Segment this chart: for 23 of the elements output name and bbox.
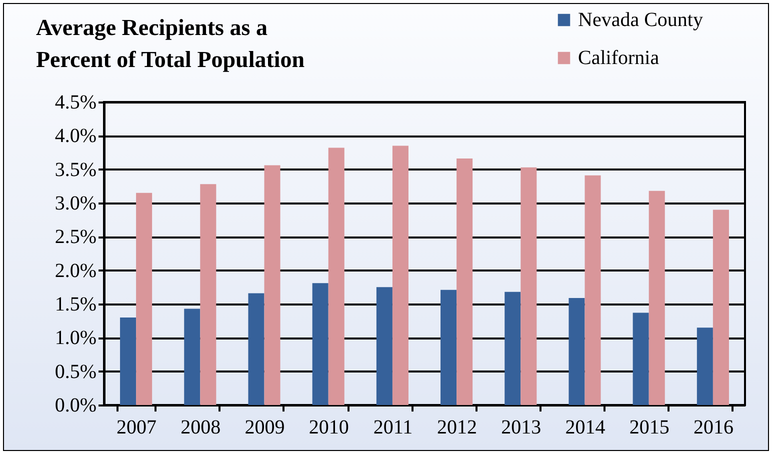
y-tick-label: 1.0% [54,327,96,350]
y-tick-label: 0.0% [54,394,96,416]
y-tick-label: 0.5% [54,360,96,383]
x-tick-label: 2010 [308,416,349,438]
y-tick-label: 4.0% [54,125,96,148]
y-tick-label: 3.0% [54,192,96,214]
x-tick-label: 2011 [373,416,413,438]
x-tick-label: 2007 [116,416,157,438]
y-tick-label: 1.5% [54,294,96,316]
x-tick-label: 2016 [693,416,734,438]
x-tick-label: 2014 [565,416,606,438]
y-tick-label: 4.5% [54,92,96,114]
chart-title: Average Recipients as a Percent of Total Population [36,15,305,72]
y-tick-label: 3.5% [54,158,96,181]
legend-label: Nevada County [578,9,703,31]
x-tick-label: 2015 [629,416,670,438]
legend-label: California [578,47,660,69]
y-tick-label: 2.5% [54,226,96,248]
x-tick-label: 2008 [180,416,221,438]
x-tick-label: 2009 [244,416,285,438]
x-tick-label: 2013 [501,416,542,438]
y-tick-label: 2.0% [54,260,96,282]
x-tick-label: 2012 [437,416,478,438]
